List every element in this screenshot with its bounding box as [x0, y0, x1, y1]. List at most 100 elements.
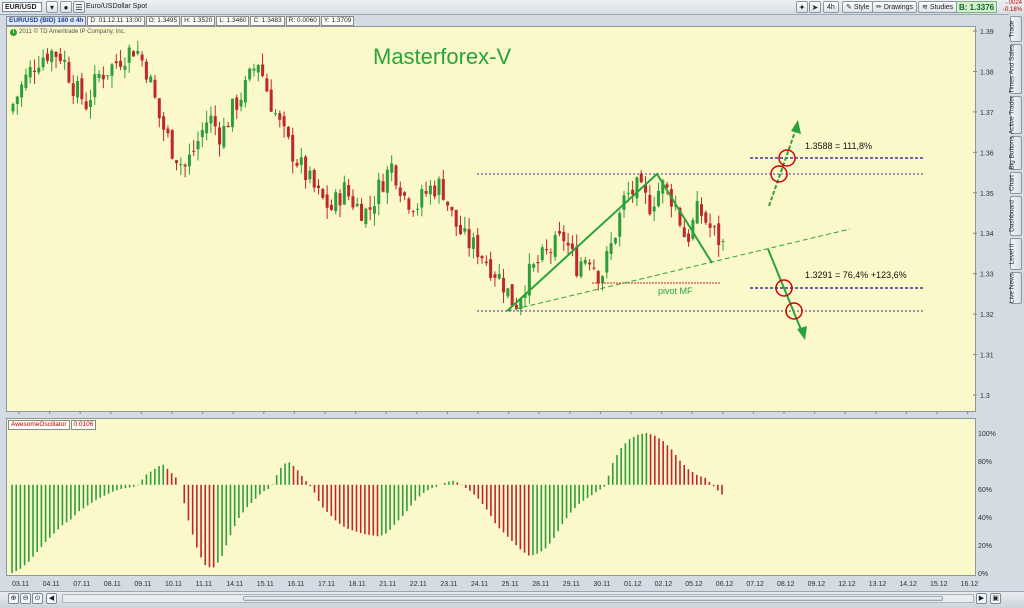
candle-body — [506, 288, 510, 297]
down-arrow-line — [767, 248, 803, 333]
candle-body — [235, 97, 239, 110]
candle-body — [342, 182, 346, 205]
watermark-title: Masterforex-V — [373, 44, 512, 69]
osc-tick-label: 60% — [978, 487, 992, 494]
candle-body — [489, 259, 493, 278]
candle-body — [329, 204, 333, 210]
drawings-label: Drawings — [883, 4, 913, 11]
candle-body — [97, 73, 101, 79]
candle-body — [291, 135, 295, 162]
copyright-label: 2011 © TD Ameritrade IP Company, Inc. — [19, 29, 126, 35]
candle-body — [351, 196, 355, 208]
cursor-icon[interactable]: ➤ — [809, 1, 821, 13]
candle-body — [84, 101, 88, 110]
candle-body — [545, 248, 549, 251]
candle-body — [557, 231, 561, 234]
scroll-right-icon[interactable]: ▶ — [976, 593, 987, 604]
info-range: R: 0.0060 — [285, 16, 320, 26]
price-tick-label: 1.35 — [980, 191, 994, 198]
symbol-description: Euro/USDollar Spot — [86, 3, 148, 10]
date-tick-label: 05.12 — [685, 581, 703, 588]
candle-body — [390, 163, 394, 173]
candle-body — [37, 67, 41, 73]
sidebar-tab-trade[interactable]: Trade — [1009, 16, 1022, 42]
price-tick-label: 1.38 — [980, 69, 994, 76]
oscillator-value: 0.0106 — [70, 420, 97, 430]
candle-body — [626, 192, 630, 194]
candle-body — [691, 220, 695, 239]
candle-body — [205, 122, 209, 134]
sidebar-tab-live-news[interactable]: Live News — [1009, 272, 1022, 304]
symbol-lookup-icon[interactable]: ▾ — [46, 1, 58, 13]
candle-body — [213, 116, 217, 127]
candle-body — [433, 185, 437, 197]
candle-body — [721, 241, 725, 243]
sidebar-tab-level-ii[interactable]: Level II — [1009, 238, 1022, 270]
candle-body — [613, 237, 617, 244]
candle-body — [631, 189, 635, 195]
candle-body — [467, 229, 471, 249]
candle-body — [415, 208, 419, 210]
scrollbar-thumb[interactable] — [243, 596, 943, 601]
price-tick-label: 1.33 — [980, 272, 994, 279]
info-y: Y: 1.3709 — [320, 16, 355, 26]
interval-button[interactable]: 4h — [823, 1, 839, 13]
symbol-input[interactable]: EUR/USD — [2, 2, 42, 12]
trend-line — [506, 228, 851, 312]
date-tick-label: 09.12 — [808, 581, 826, 588]
zoom-out-icon[interactable]: ⊖ — [20, 593, 31, 604]
zoom-reset-icon[interactable]: ⊙ — [32, 593, 43, 604]
candle-body — [699, 204, 703, 216]
candle-body — [325, 194, 329, 208]
crosshair-icon[interactable]: ✦ — [796, 1, 808, 13]
price-chart-panel[interactable] — [6, 26, 976, 412]
drawings-button[interactable]: ✏ Drawings — [872, 1, 917, 13]
candle-body — [459, 225, 463, 235]
sidebar-tab-chart[interactable]: Chart — [1009, 172, 1022, 194]
sidebar-tab-big-buttons[interactable]: Big Buttons — [1009, 136, 1022, 170]
date-tick-label: 10.11 — [165, 581, 182, 588]
date-tick-label: 30.11 — [593, 581, 610, 588]
candle-body — [187, 154, 191, 167]
osc-tick-label: 40% — [978, 515, 992, 522]
studies-button[interactable]: ≋ Studies — [918, 1, 958, 13]
target-circle — [770, 165, 788, 183]
copyright-text: i 2011 © TD Ameritrade IP Company, Inc. — [10, 29, 125, 36]
sidebar-tab-dashboard[interactable]: Dashboard — [1009, 196, 1022, 236]
candle-body — [665, 184, 669, 188]
time-scrollbar[interactable] — [62, 594, 974, 603]
date-tick-label: 01.12 — [624, 581, 642, 588]
candle-body — [110, 64, 114, 76]
candle-body — [144, 61, 148, 80]
oscillator-name: AwesomeOscillator — [8, 420, 70, 430]
sidebar-tab-active-trader[interactable]: Active Trader — [1009, 96, 1022, 134]
candle-body — [592, 267, 596, 269]
candle-body — [114, 61, 118, 64]
candle-body — [463, 228, 467, 232]
sidebar-tab-times-and-sales[interactable]: Times And Sales — [1009, 44, 1022, 94]
candle-body — [381, 181, 385, 192]
price-tick-label: 1.37 — [980, 110, 994, 117]
candle-body — [605, 250, 609, 273]
candle-body — [712, 226, 716, 228]
candle-body — [41, 57, 45, 68]
candle-body — [11, 104, 15, 112]
link-icon[interactable]: ● — [60, 1, 72, 13]
candle-body — [80, 78, 84, 100]
candle-body — [308, 170, 312, 180]
candle-body — [437, 178, 441, 195]
candle-body — [411, 211, 415, 213]
candle-body — [553, 234, 557, 257]
candle-body — [334, 192, 338, 212]
symbol-menu-icon[interactable]: ☰ — [73, 1, 85, 13]
date-tick-label: 15.11 — [257, 581, 274, 588]
expand-icon[interactable]: ▣ — [990, 593, 1001, 604]
candle-body — [101, 74, 105, 80]
candle-body — [622, 195, 626, 210]
zoom-in-icon[interactable]: ⊕ — [8, 593, 19, 604]
pivot-label: pivot MF — [658, 286, 693, 296]
scroll-left-icon[interactable]: ◀ — [46, 593, 57, 604]
candle-body — [286, 126, 290, 137]
candle-body — [704, 212, 708, 223]
